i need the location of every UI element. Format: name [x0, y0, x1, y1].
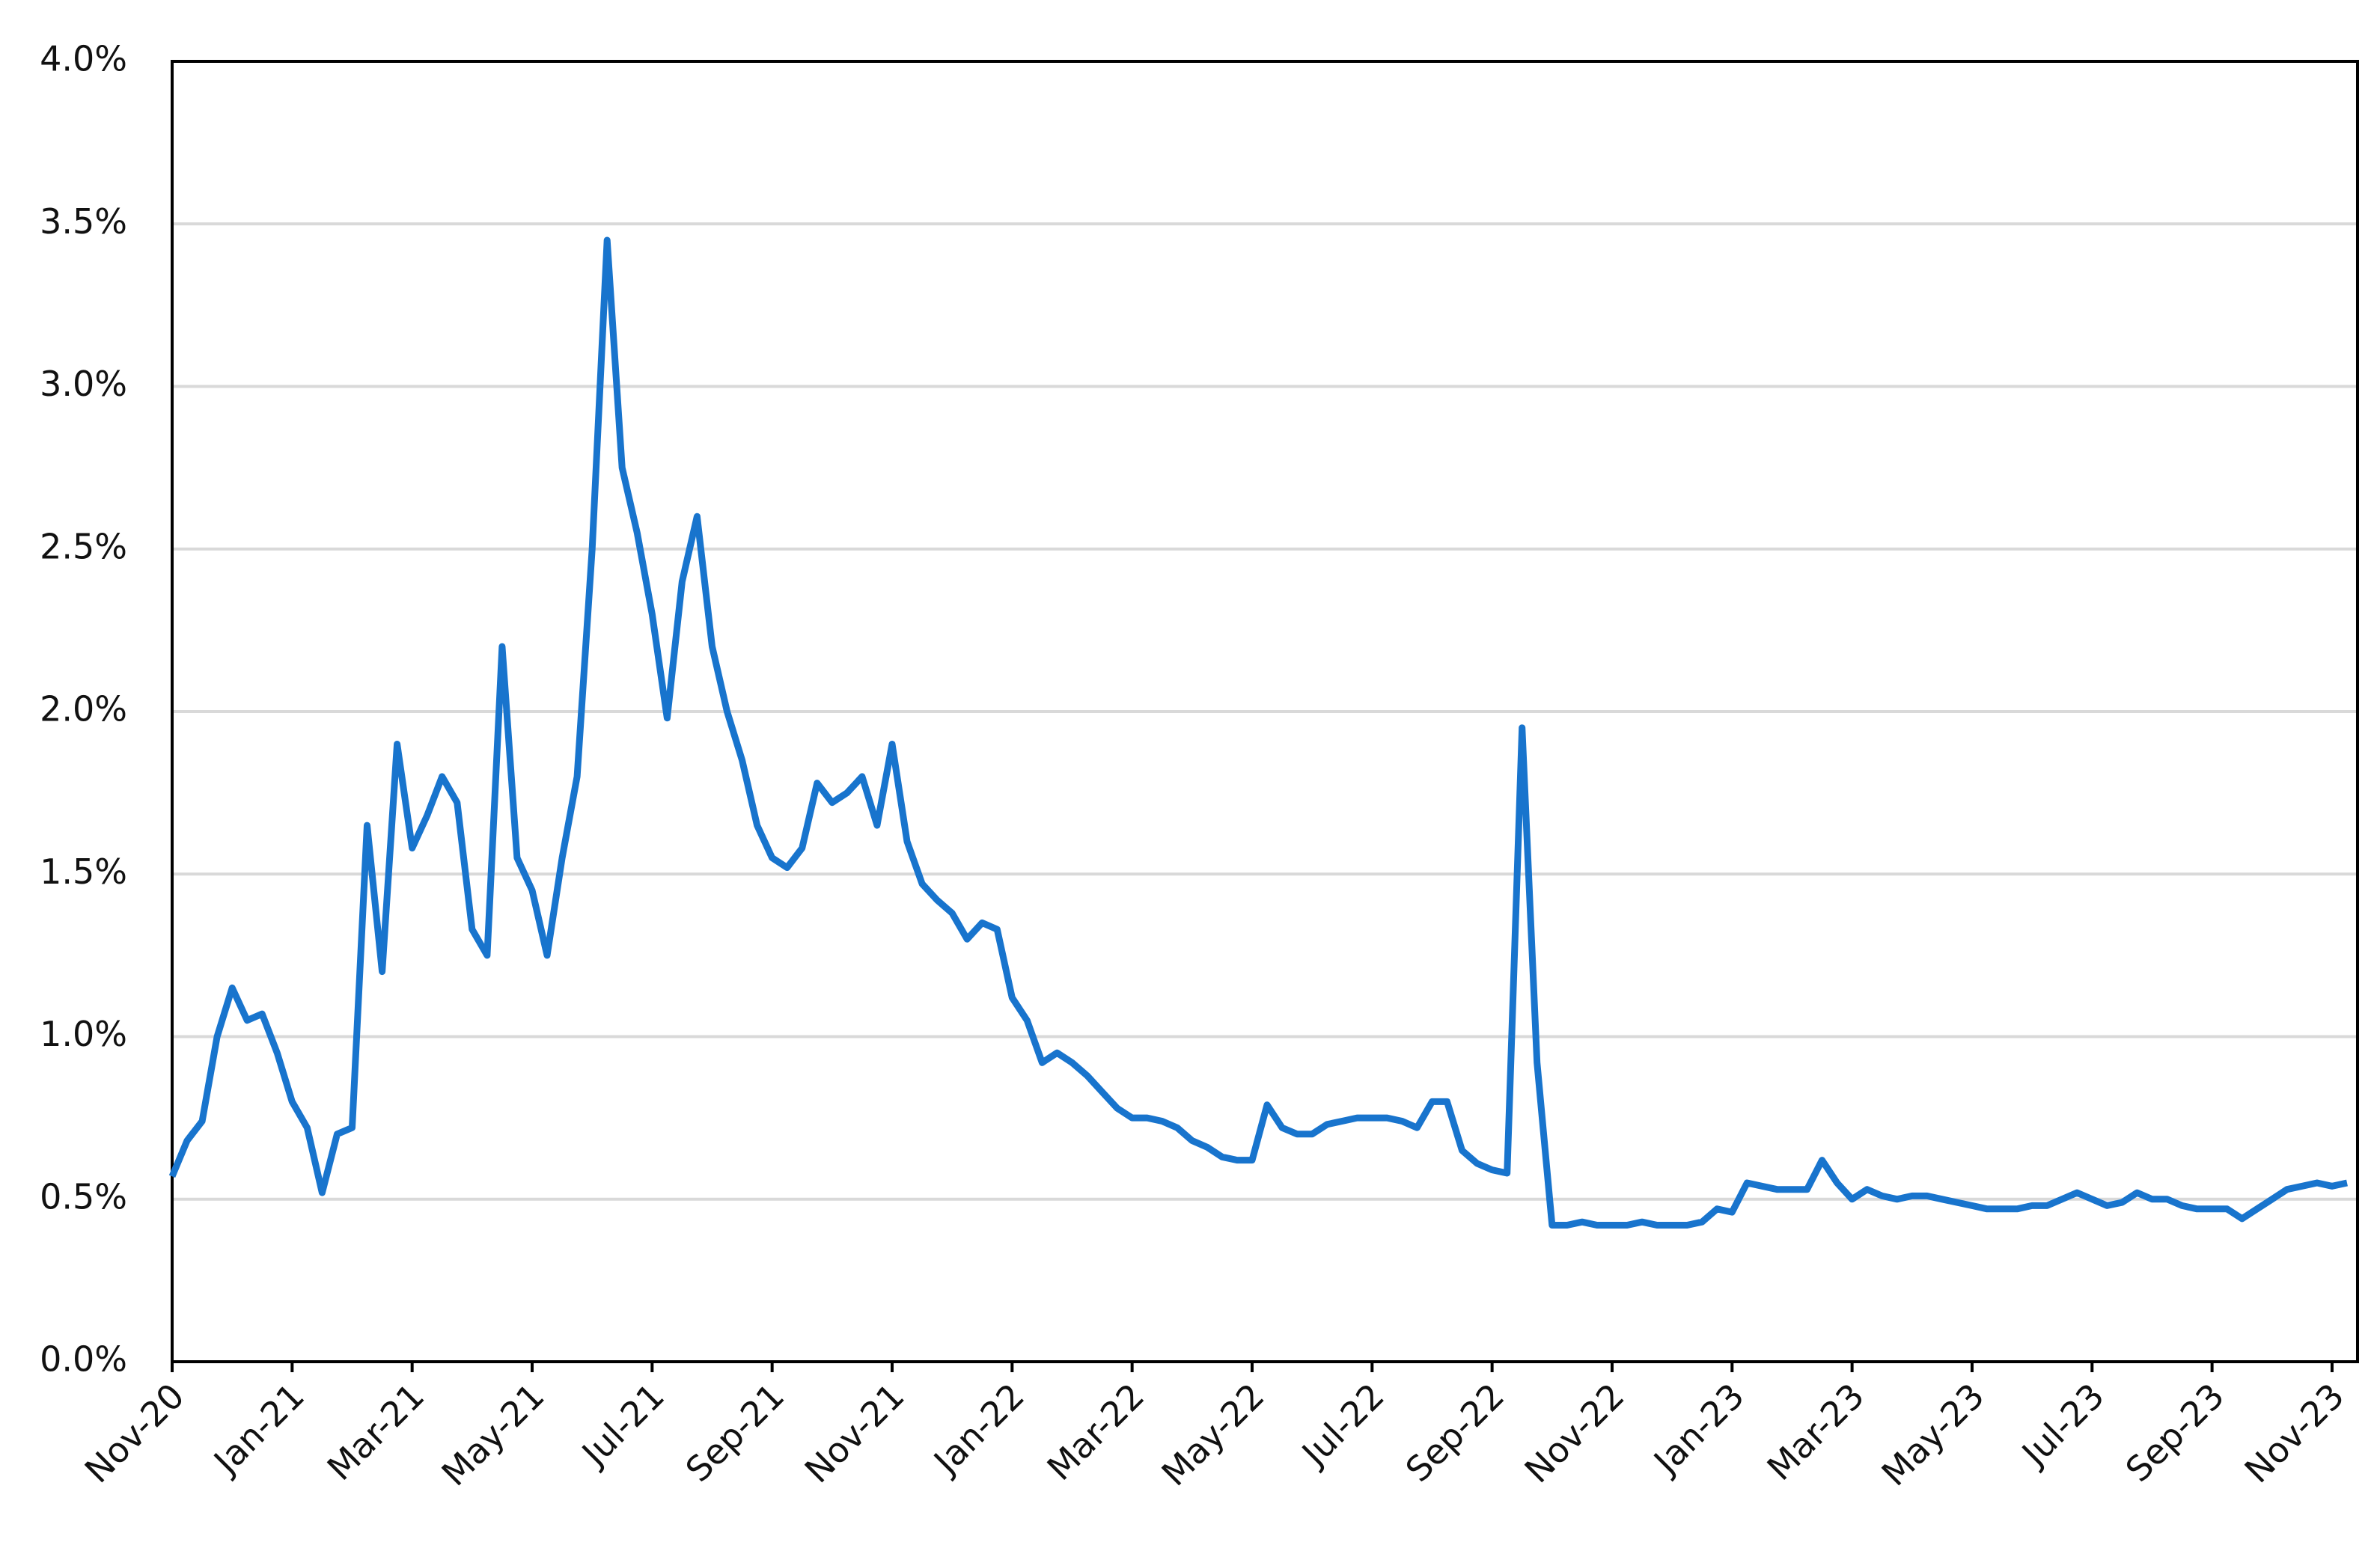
x-tick-label: May-22 [1154, 1375, 1272, 1493]
y-tick-label: 0.5% [40, 1176, 127, 1217]
y-tick-label: 2.5% [40, 526, 127, 566]
y-tick-label: 0.0% [40, 1339, 127, 1380]
x-tick-label: Mar-21 [320, 1375, 433, 1488]
x-tick-label: Jan-23 [1644, 1375, 1752, 1483]
x-tick-label: Sep-22 [1398, 1375, 1513, 1490]
x-tick-label: Mar-23 [1760, 1375, 1873, 1488]
x-tick-label: Nov-20 [77, 1375, 192, 1490]
x-tick-label: Jul-22 [1293, 1375, 1392, 1475]
x-tick-label: Sep-21 [678, 1375, 793, 1490]
y-tick-label: 1.0% [40, 1014, 127, 1054]
y-tick-label: 4.0% [40, 39, 127, 79]
x-tick-label: Nov-23 [2237, 1375, 2352, 1490]
y-tick-label: 2.0% [40, 689, 127, 729]
x-tick-label: Mar-22 [1040, 1375, 1153, 1488]
y-tick-label: 3.5% [40, 201, 127, 242]
x-tick-label: Jan-22 [924, 1375, 1032, 1483]
x-tick-label: Sep-23 [2118, 1375, 2233, 1490]
x-tick-label: Nov-22 [1517, 1375, 1632, 1490]
x-tick-label: Nov-21 [797, 1375, 912, 1490]
y-tick-label: 1.5% [40, 851, 127, 892]
x-tick-label: May-21 [434, 1375, 552, 1493]
x-tick-label: Jan-21 [204, 1375, 312, 1483]
plot-frame [171, 60, 2359, 1363]
x-tick-label: Jul-21 [573, 1375, 672, 1475]
x-tick-label: May-23 [1874, 1375, 1992, 1493]
y-tick-label: 3.0% [40, 364, 127, 404]
x-tick-label: Jul-23 [2013, 1375, 2112, 1475]
line [168, 236, 2348, 1229]
